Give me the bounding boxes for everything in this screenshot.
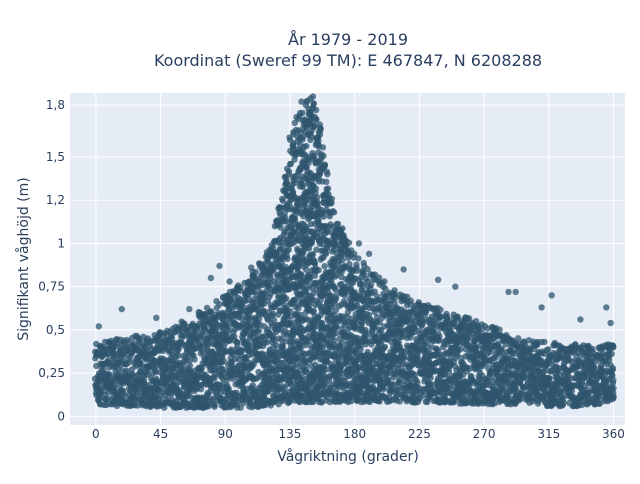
data-point-3048 [339,340,345,346]
data-point-3611 [382,344,388,350]
data-point-3369 [361,260,367,266]
data-point-3818 [401,355,407,361]
data-point-2477 [308,296,314,302]
data-point-718 [187,363,193,369]
data-point-3285 [354,268,360,274]
data-point-2821 [324,169,330,175]
data-point-2726 [320,144,326,150]
data-point-2693 [317,127,323,133]
data-point-2573 [313,107,319,113]
data-point-2963 [333,295,339,301]
data-point-2342 [303,143,309,149]
data-point-4659 [496,327,502,333]
data-point-4113 [430,322,436,328]
data-point-1395 [253,269,259,275]
data-point-3296 [355,255,361,261]
data-point-1834 [283,295,289,301]
data-point-4292 [450,399,456,405]
data-point-3071 [339,257,345,263]
data-point-2107 [292,212,298,218]
data-point-2882 [328,200,334,206]
data-point-951 [211,374,217,380]
data-point-2856 [325,185,331,191]
data-point-4178 [437,314,443,320]
data-point-2935 [330,208,336,214]
data-point-2790 [323,179,329,185]
data-point-3077 [339,225,345,231]
data-point-2645 [314,200,320,206]
data-point-939 [211,404,217,410]
data-point-751 [191,356,197,362]
data-point-2642 [314,137,320,143]
data-point-4338 [457,346,463,352]
data-point-2778 [321,213,327,219]
data-point-1818 [279,344,285,350]
data-point-3008 [334,221,340,227]
data-point-3274 [353,262,359,268]
data-point-1620 [270,310,276,316]
data-point-2161 [295,263,301,269]
data-point-201 [120,390,126,396]
data-point-2425 [306,303,312,309]
data-point-2747 [320,153,326,159]
data-point-906 [207,309,213,315]
data-point-1443 [256,327,262,333]
data-point-4679 [498,347,504,353]
data-point-2743 [321,263,327,269]
data-point-2674 [317,121,323,127]
data-point-980 [216,301,222,307]
data-point-2628 [316,267,322,273]
data-point-3164 [346,240,352,246]
data-point-3933 [411,326,417,332]
data-point-817 [198,386,204,392]
data-point-3626 [381,278,387,284]
data-point-2223 [299,110,305,116]
data-point-4175 [437,307,443,313]
data-point-1889 [284,248,290,254]
